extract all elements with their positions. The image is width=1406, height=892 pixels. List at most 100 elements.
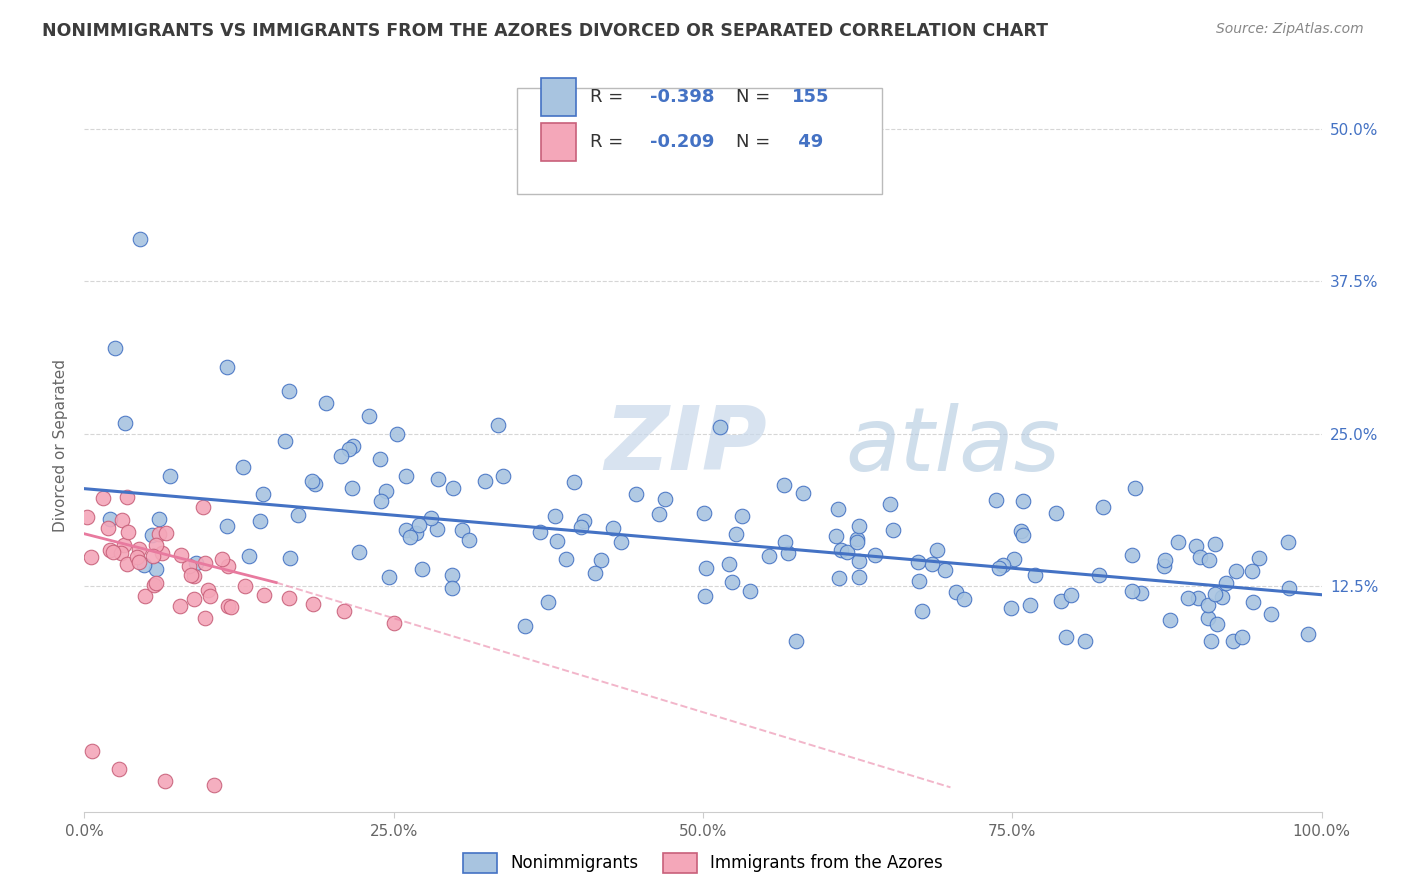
Point — [1197, 611, 1219, 625]
Point — [198, 589, 221, 603]
Point — [177, 558, 200, 573]
Point — [773, 534, 796, 549]
Point — [141, 549, 163, 564]
Text: NONIMMIGRANTS VS IMMIGRANTS FROM THE AZORES DIVORCED OR SEPARATED CORRELATION CH: NONIMMIGRANTS VS IMMIGRANTS FROM THE AZO… — [42, 22, 1049, 40]
Point — [695, 589, 717, 603]
Point — [101, 545, 124, 559]
Point — [654, 491, 676, 506]
Point — [419, 511, 441, 525]
Point — [830, 542, 852, 557]
Point — [1129, 586, 1152, 600]
Point — [143, 578, 166, 592]
Point — [238, 549, 260, 564]
Point — [108, 762, 131, 776]
Point — [368, 452, 391, 467]
Point — [1278, 582, 1301, 596]
Point — [1230, 630, 1253, 644]
Point — [337, 442, 360, 456]
Point — [609, 535, 631, 549]
Point — [441, 481, 464, 495]
Point — [1177, 591, 1199, 606]
Point — [792, 486, 814, 500]
Text: Source: ZipAtlas.com: Source: ZipAtlas.com — [1216, 22, 1364, 37]
Point — [709, 420, 731, 434]
Point — [848, 554, 870, 568]
Text: 49: 49 — [792, 133, 824, 151]
Point — [91, 491, 114, 505]
Point — [1050, 593, 1073, 607]
Point — [217, 519, 239, 533]
Bar — [541, 123, 575, 161]
Point — [194, 611, 217, 625]
Point — [183, 569, 205, 583]
Point — [304, 476, 326, 491]
Point — [513, 619, 536, 633]
Point — [148, 512, 170, 526]
Point — [921, 557, 943, 571]
Point — [426, 522, 449, 536]
Point — [846, 532, 869, 546]
Point — [882, 523, 904, 537]
Y-axis label: Divorced or Separated: Divorced or Separated — [53, 359, 69, 533]
Point — [333, 604, 356, 618]
Point — [624, 486, 647, 500]
Point — [385, 427, 408, 442]
Point — [382, 615, 405, 630]
Point — [197, 582, 219, 597]
Point — [1121, 583, 1143, 598]
Point — [1198, 552, 1220, 566]
Point — [1199, 634, 1222, 648]
Point — [1000, 601, 1022, 615]
Point — [278, 550, 301, 565]
Point — [98, 542, 121, 557]
Point — [145, 561, 167, 575]
Point — [1060, 588, 1083, 602]
Point — [835, 545, 858, 559]
Text: atlas: atlas — [845, 403, 1060, 489]
Point — [692, 506, 714, 520]
Point — [907, 556, 929, 570]
Point — [486, 418, 509, 433]
Point — [253, 588, 276, 602]
Point — [155, 525, 177, 540]
Point — [1247, 551, 1270, 566]
Point — [426, 473, 449, 487]
Point — [1011, 493, 1033, 508]
Point — [776, 545, 799, 559]
Point — [411, 562, 433, 576]
Point — [80, 549, 103, 564]
Point — [543, 509, 565, 524]
Point — [110, 513, 132, 527]
Point — [731, 509, 754, 524]
Point — [1204, 537, 1226, 551]
Point — [440, 582, 463, 596]
Point — [110, 546, 132, 560]
Text: R =: R = — [591, 133, 630, 151]
Point — [529, 524, 551, 539]
Point — [150, 546, 173, 560]
Point — [1154, 553, 1177, 567]
Point — [98, 512, 121, 526]
Point — [848, 569, 870, 583]
Point — [987, 560, 1010, 574]
Point — [80, 744, 103, 758]
Point — [569, 520, 592, 534]
Point — [1260, 607, 1282, 622]
Point — [375, 483, 398, 498]
Point — [537, 595, 560, 609]
Point — [194, 556, 217, 570]
Point — [1002, 552, 1025, 566]
Point — [134, 589, 156, 603]
Point — [104, 342, 127, 356]
Point — [1241, 595, 1264, 609]
Point — [249, 514, 271, 528]
Bar — [541, 78, 575, 116]
Point — [845, 534, 868, 549]
Point — [1189, 550, 1212, 565]
Point — [925, 543, 948, 558]
Point — [180, 568, 202, 582]
Point — [342, 439, 364, 453]
Point — [217, 599, 239, 614]
Point — [724, 526, 747, 541]
Point — [1045, 506, 1067, 520]
